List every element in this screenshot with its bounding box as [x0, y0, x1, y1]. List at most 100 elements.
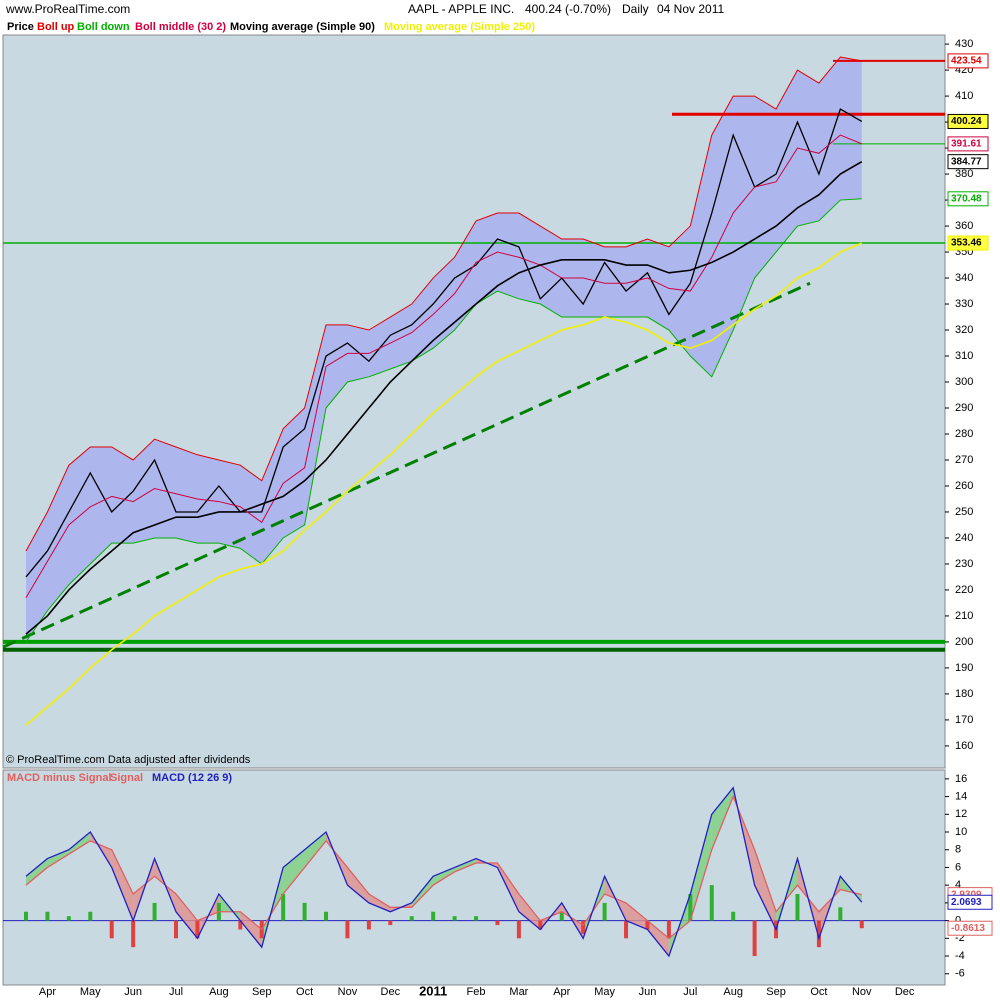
- hist-bar: [431, 911, 436, 921]
- y-tick-label: 160: [955, 740, 973, 752]
- y-tick-label: 6: [955, 861, 961, 873]
- title: AAPL - APPLE INC.: [408, 2, 514, 16]
- hist-bar: [324, 911, 329, 921]
- y-tick-label: 12: [955, 808, 967, 820]
- tag-box: [947, 154, 989, 170]
- hist-bar: [731, 911, 736, 921]
- value-tag: 423.54: [951, 56, 982, 67]
- hist-bar: [281, 894, 286, 921]
- y-tick-label: 380: [955, 168, 973, 180]
- hist-bar: [409, 916, 414, 921]
- x-tick-label: 2011: [419, 983, 447, 998]
- tag-box: [947, 53, 989, 69]
- y-tick-label: 290: [955, 402, 973, 414]
- series-line: [25, 108, 863, 578]
- tag-box: [947, 136, 989, 152]
- macd-fill: [433, 867, 455, 886]
- macd-fill: [347, 867, 369, 903]
- macd-fill: [647, 920, 669, 957]
- hist-bar: [495, 920, 500, 926]
- hist-bar: [559, 911, 564, 921]
- series-line: [25, 786, 863, 958]
- macd-fill: [240, 911, 262, 948]
- macd-fill: [26, 858, 48, 886]
- hist-bar: [688, 894, 693, 921]
- legend-entry: Boll down: [77, 21, 130, 33]
- y-tick-label: 330: [955, 298, 973, 310]
- macd-fill: [626, 902, 648, 930]
- hist-bar: [174, 920, 179, 939]
- series-line: [25, 242, 863, 726]
- x-tick-label: Nov: [338, 986, 358, 998]
- tag-box: [947, 191, 989, 207]
- hist-bar: [452, 916, 457, 921]
- y-tick-label: 180: [955, 688, 973, 700]
- macd-fill: [518, 894, 541, 930]
- macd-fill: [690, 814, 712, 921]
- x-tick-label: Aug: [209, 986, 229, 998]
- period: Daily: [622, 2, 649, 16]
- hist-bar: [666, 920, 671, 939]
- hist-bar: [602, 902, 607, 921]
- hist-bar: [838, 907, 843, 921]
- macd-fill: [411, 876, 434, 908]
- legend-entry: Moving average (Simple 90): [230, 21, 375, 33]
- series-line: [25, 56, 862, 552]
- series-line: [25, 160, 863, 635]
- legend-entry: Boll middle (30 2): [135, 21, 226, 33]
- macd-panel: [2, 769, 946, 986]
- hist-bar: [152, 902, 157, 921]
- legend-entry: MACD (12 26 9): [152, 772, 232, 784]
- date: 04 Nov 2011: [657, 2, 724, 16]
- macd-fill: [454, 858, 477, 872]
- x-tick-label: Aug: [723, 986, 743, 998]
- tag-box: [947, 894, 993, 910]
- value-tag: 2.0693: [951, 897, 982, 908]
- note: © ProRealTime.com Data adjusted after di…: [6, 754, 251, 766]
- x-tick-label: May: [80, 986, 101, 998]
- x-tick-label: Mar: [509, 986, 528, 998]
- x-tick-label: Oct: [296, 986, 313, 998]
- hist-bar: [752, 920, 757, 957]
- hist-bar: [624, 920, 629, 939]
- hist-bar: [366, 920, 371, 930]
- legend-entry: MACD minus Signal: [7, 772, 112, 784]
- macd-fill: [111, 849, 134, 921]
- hist-bar: [66, 916, 71, 921]
- y-tick-label: 4: [955, 879, 961, 891]
- y-tick-label: 410: [955, 90, 973, 102]
- value-tag: 391.61: [951, 139, 982, 150]
- y-tick-label: 350: [955, 246, 973, 258]
- y-tick-label: -2: [955, 932, 965, 944]
- legend-entry: Price: [7, 21, 34, 33]
- hist-bar: [131, 920, 136, 948]
- value-tag: 370.48: [951, 193, 982, 204]
- y-tick-label: 250: [955, 506, 973, 518]
- x-tick-label: Sep: [252, 986, 272, 998]
- hist-bar: [859, 920, 864, 929]
- y-tick-label: 340: [955, 272, 973, 284]
- x-tick-label: Feb: [467, 986, 486, 998]
- hist-bar: [516, 920, 521, 939]
- tag-box: [947, 920, 993, 936]
- hist-bar: [474, 916, 479, 921]
- hist-bar: [302, 902, 307, 921]
- hist-bar: [709, 885, 714, 921]
- value-tag: 400.24: [951, 116, 982, 127]
- hist-bar: [816, 920, 821, 948]
- macd-fill: [176, 894, 198, 939]
- hist-bar: [109, 920, 114, 939]
- y-tick-label: 240: [955, 532, 973, 544]
- y-tick-label: 170: [955, 714, 973, 726]
- y-tick-label: 190: [955, 662, 973, 674]
- hist-bar: [345, 920, 350, 939]
- legend-entry: Moving average (Simple 250): [384, 21, 535, 33]
- y-tick-label: 210: [955, 610, 973, 622]
- hist-bar: [238, 920, 243, 930]
- x-tick-label: Oct: [810, 986, 827, 998]
- x-tick-label: Dec: [895, 986, 915, 998]
- y-tick-label: 430: [955, 38, 973, 50]
- hist-bar: [24, 911, 28, 921]
- macd-fill: [368, 894, 391, 912]
